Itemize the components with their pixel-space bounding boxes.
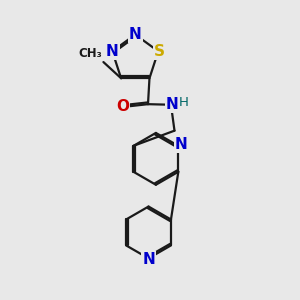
Text: S: S xyxy=(154,44,165,59)
Text: N: N xyxy=(175,137,188,152)
Text: N: N xyxy=(129,27,142,42)
Text: N: N xyxy=(106,44,119,59)
Text: CH₃: CH₃ xyxy=(78,47,102,60)
Text: N: N xyxy=(142,252,155,267)
Text: O: O xyxy=(116,99,129,114)
Text: N: N xyxy=(166,97,179,112)
Text: H: H xyxy=(178,96,188,109)
